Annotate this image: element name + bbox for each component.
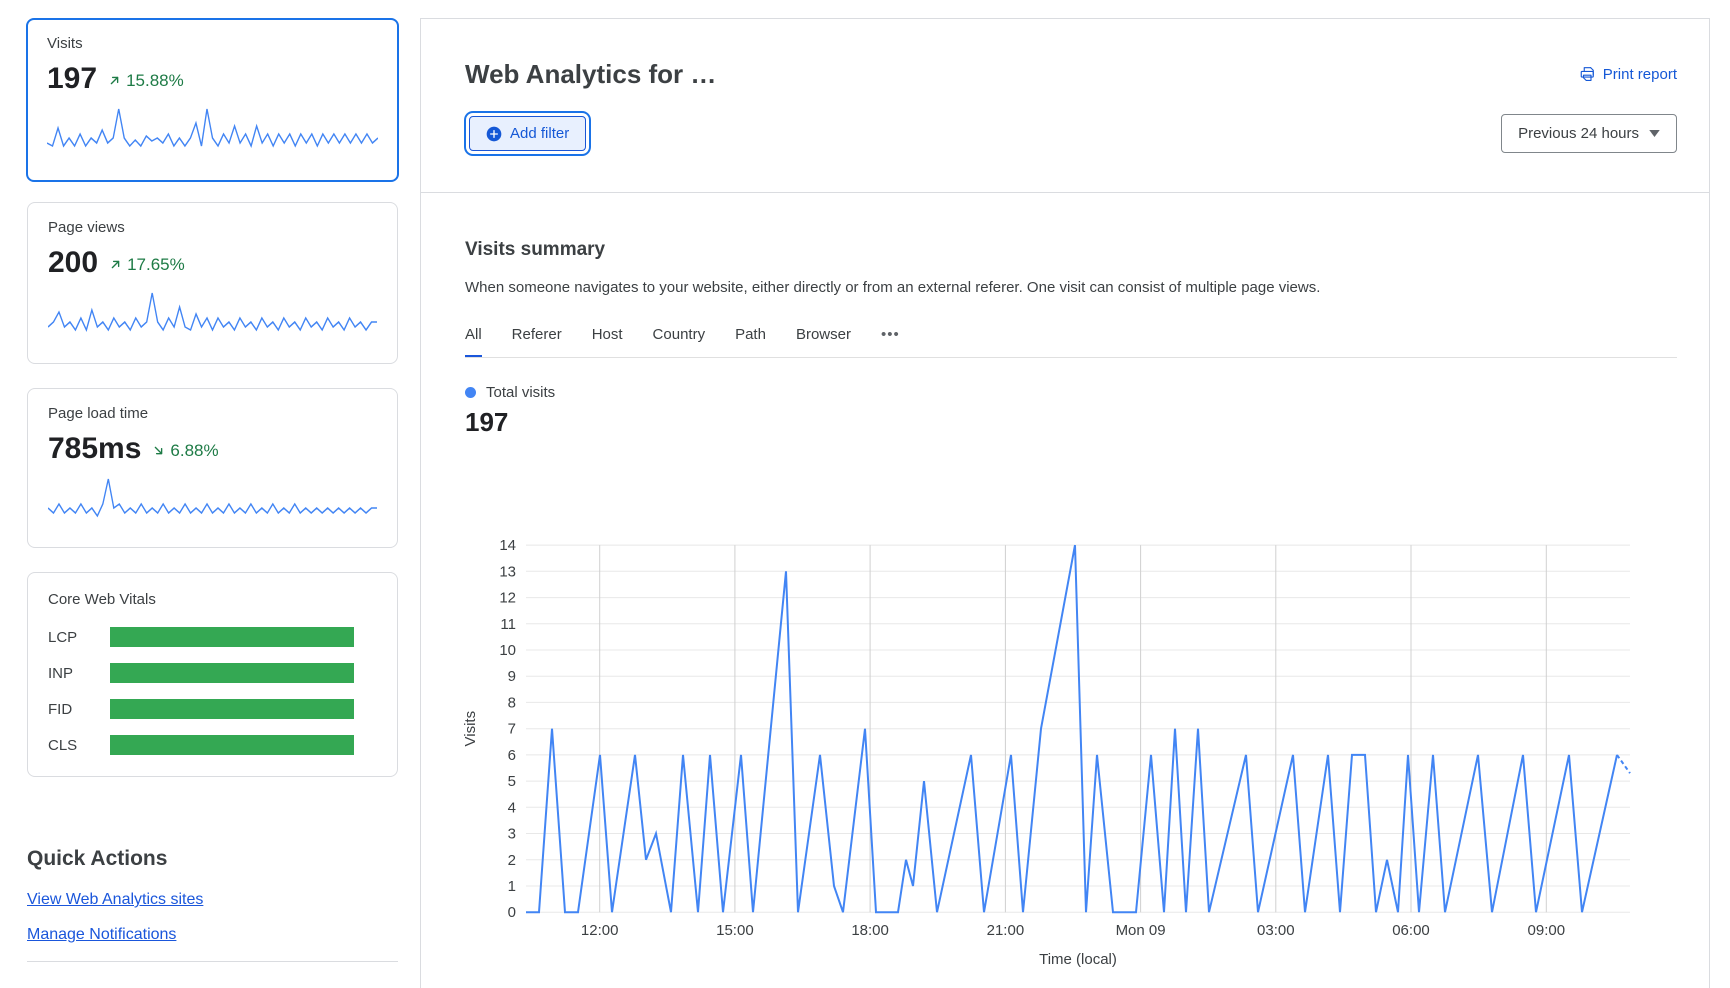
svg-text:7: 7 [508, 721, 516, 738]
svg-text:14: 14 [499, 537, 516, 554]
svg-text:8: 8 [508, 694, 516, 711]
svg-text:12:00: 12:00 [581, 922, 619, 939]
svg-text:09:00: 09:00 [1528, 922, 1566, 939]
svg-text:12: 12 [499, 590, 516, 607]
svg-text:6: 6 [508, 747, 516, 764]
svg-text:1: 1 [508, 878, 516, 895]
svg-text:3: 3 [508, 826, 516, 843]
svg-text:0: 0 [508, 904, 516, 921]
svg-text:2: 2 [508, 852, 516, 869]
svg-text:03:00: 03:00 [1257, 922, 1295, 939]
svg-text:4: 4 [508, 799, 516, 816]
svg-text:Mon 09: Mon 09 [1116, 922, 1166, 939]
svg-text:18:00: 18:00 [851, 922, 889, 939]
svg-text:06:00: 06:00 [1392, 922, 1430, 939]
svg-text:13: 13 [499, 563, 516, 580]
svg-text:Visits: Visits [462, 711, 479, 747]
svg-text:10: 10 [499, 642, 516, 659]
svg-text:9: 9 [508, 668, 516, 685]
svg-text:Time (local): Time (local) [1039, 951, 1117, 968]
svg-text:5: 5 [508, 773, 516, 790]
svg-text:15:00: 15:00 [716, 922, 754, 939]
svg-text:21:00: 21:00 [987, 922, 1025, 939]
svg-text:11: 11 [500, 616, 516, 633]
